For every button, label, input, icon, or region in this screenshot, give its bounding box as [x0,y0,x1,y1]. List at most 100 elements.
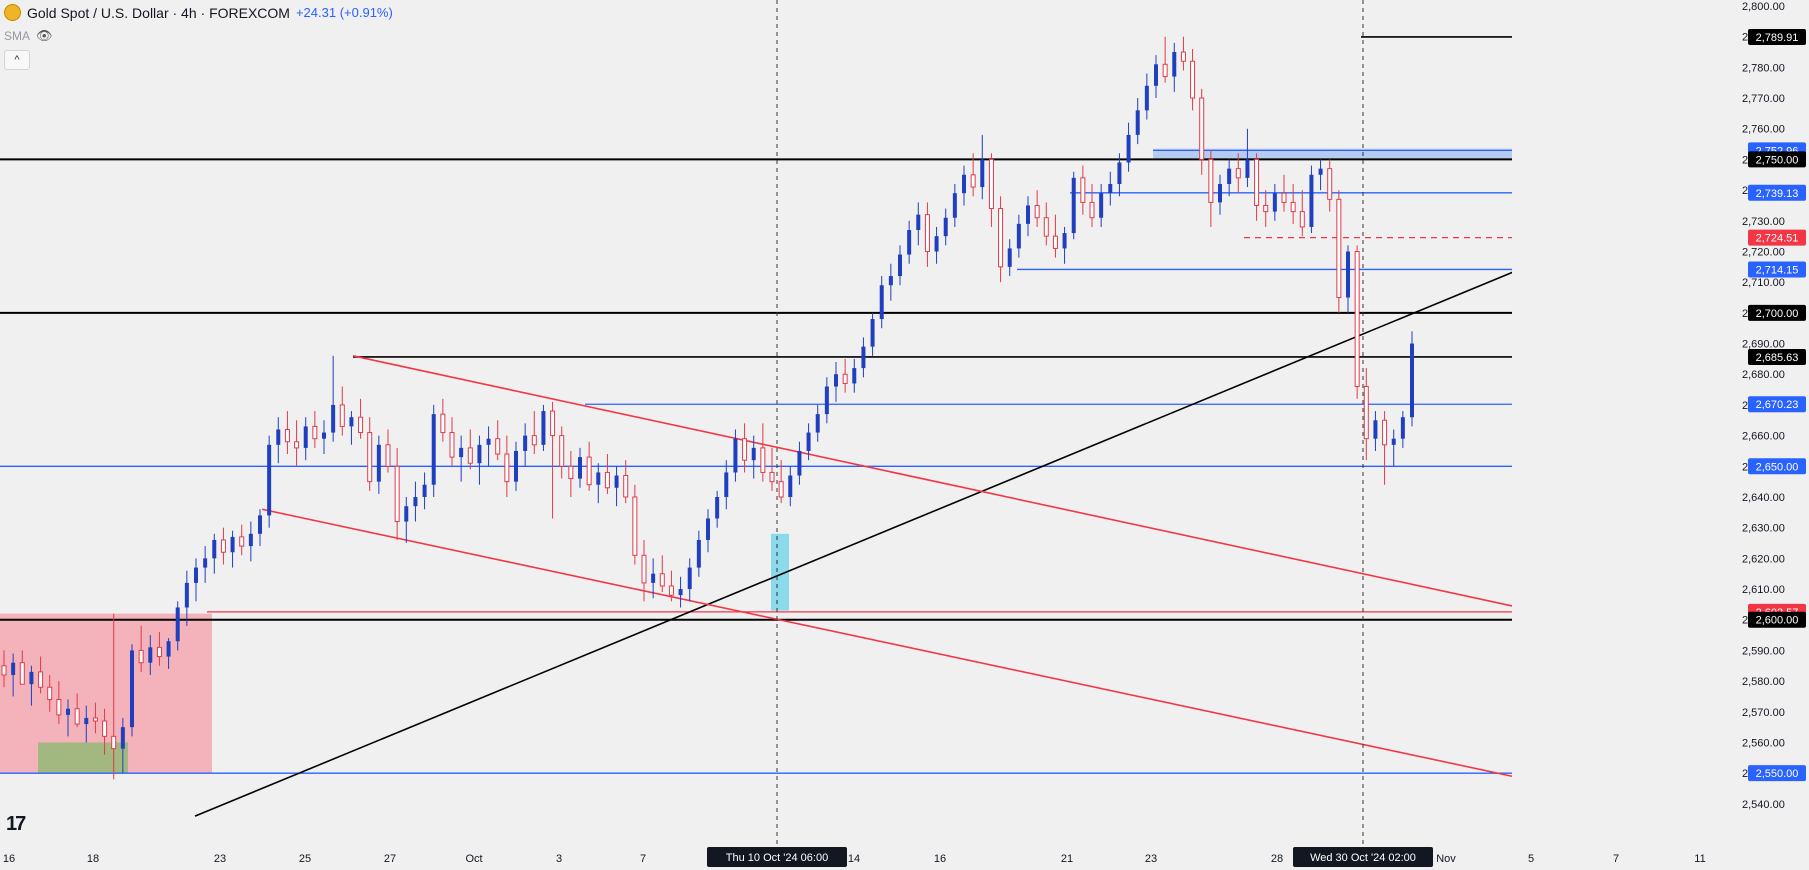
price-tick-label: 2,800.00 [1742,1,1785,13]
candle [1208,150,1214,227]
candle [1373,411,1378,451]
candle-body [312,425,318,440]
candle-body [980,159,985,188]
level-tag-bg [1748,458,1806,475]
candle-body [111,735,117,750]
candle [422,472,427,510]
candle-body [1245,159,1250,178]
candle-body [696,539,701,568]
collapse-legend-button[interactable]: ^ [4,50,30,70]
level-tag-bg [1748,229,1806,246]
candle [1235,153,1241,194]
candle [614,466,619,507]
candle-body [934,236,939,252]
candle [394,447,400,540]
candle [1327,159,1333,212]
level-tag-bg [1748,28,1806,45]
candle-body [870,319,875,347]
tradingview-logo[interactable]: 17 [6,813,26,835]
price-tick-label: 2,540.00 [1742,799,1785,811]
candle-body [84,717,89,725]
indicator-row[interactable]: SMA 👁 [4,28,53,44]
candle [888,263,893,301]
candle [604,454,610,494]
level-tag-bg [1748,184,1806,201]
candle-body [1199,97,1205,160]
candle [988,153,994,227]
level-tag-label: 2,750.00 [1756,154,1799,166]
candle [385,429,391,473]
symbol-legend[interactable]: Gold Spot / U.S. Dollar · 4h · FOREXCOM … [4,4,393,21]
price-tick-label: 2,660.00 [1742,431,1785,443]
candle-body [888,276,893,286]
candle [1272,183,1277,221]
candle [495,420,501,461]
candle [312,411,318,448]
candle-body [678,589,683,596]
candle [120,717,125,774]
candle [486,426,491,467]
candle-body [970,174,976,188]
time-tick-label: Nov [1436,853,1456,865]
candle [842,358,848,393]
blue-resistance-zone [1153,148,1665,159]
candle [212,533,217,574]
candle-body [92,717,98,722]
candle [440,398,446,442]
candle-body [668,585,674,596]
candle [203,546,208,583]
candle [1199,88,1205,175]
candle [248,521,253,562]
time-tick-label: 27 [384,853,396,865]
candle [130,644,134,737]
price-tick-label: 2,770.00 [1742,93,1785,105]
candle-body [1180,51,1186,62]
candle-body [29,671,34,685]
eye-hidden-icon[interactable]: 👁 [36,28,53,43]
candle-body [952,193,957,218]
candle-body [1299,211,1305,228]
candle [66,699,70,737]
candle-body [339,404,345,427]
candle-body [1309,174,1314,227]
candle [668,570,674,602]
candle [166,638,171,669]
candle [1391,429,1396,467]
candle [47,674,53,712]
candle-body [1154,64,1158,86]
time-axis: 16 18 23 25 27 Oct 3 7 14 16 21 23 28 Nov 5 7 11 Thu 10 O… [3,847,1706,867]
time-tick-label: 28 [1271,853,1283,865]
crosshair-time-tag: Thu 10 Oct '24 06:00 [726,852,828,864]
crosshair-lines [776,0,1364,846]
candle [1382,411,1388,485]
candle-body [120,727,125,749]
price-tick-label: 2,780.00 [1742,62,1785,74]
time-tick-label: 7 [640,853,646,865]
candle-body [998,208,1004,268]
candle-body [404,506,409,522]
candle-body [367,432,373,483]
candle-body [267,444,272,516]
candle-body [1099,193,1104,218]
candle-body [988,158,994,210]
candle [339,386,345,436]
horizontal-levels [0,36,1512,774]
trendline [194,267,1523,817]
time-tick-label: 14 [848,853,860,865]
candle [687,558,692,602]
candle [258,509,262,547]
candle-body [303,426,308,448]
level-tag-label: 2,724.51 [1756,233,1799,245]
candle-body [559,435,565,467]
candle-body [824,386,829,415]
candle [449,417,455,467]
candle-body [74,708,80,725]
candle [74,693,80,728]
candle [962,165,966,206]
candle [596,463,601,504]
candle-body [148,647,153,663]
candle [404,496,409,544]
candle [760,423,766,482]
candle-body [1410,343,1414,418]
